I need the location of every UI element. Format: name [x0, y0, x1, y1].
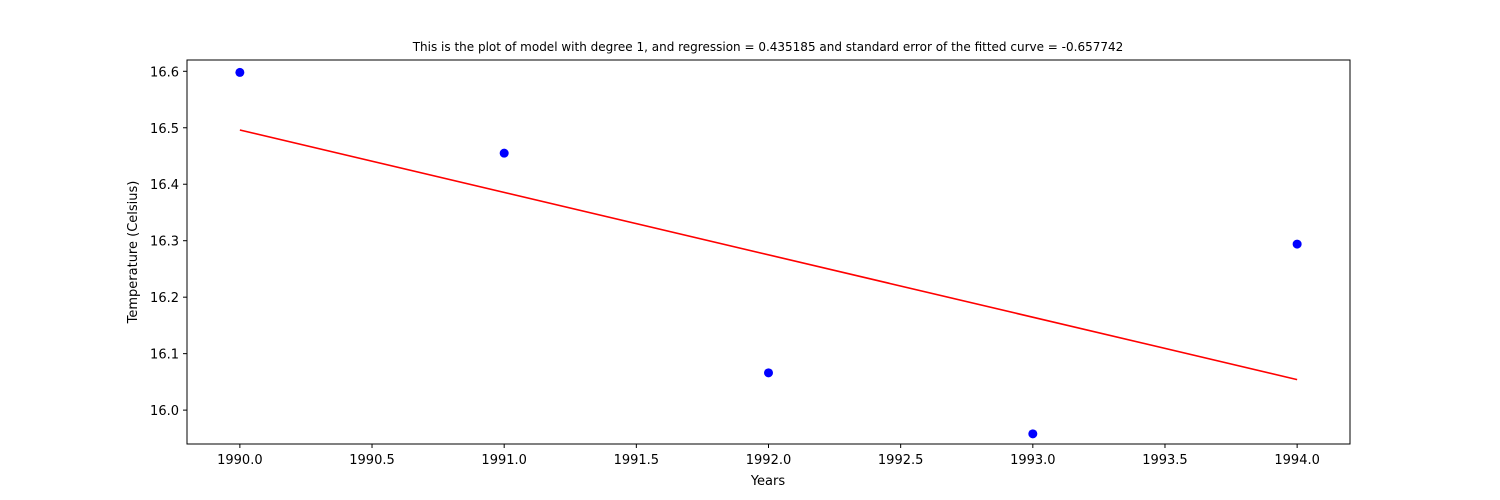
x-tick-label: 1990.5 — [349, 453, 395, 468]
plot-area — [235, 67, 1302, 439]
fitted-line — [239, 129, 1298, 381]
data-point — [235, 67, 245, 77]
y-tick-label: 16.2 — [150, 291, 179, 306]
x-tick-label: 1992.5 — [878, 453, 924, 468]
x-tick-label: 1990.0 — [217, 453, 263, 468]
y-tick-label: 16.1 — [150, 348, 179, 363]
y-tick-label: 16.5 — [150, 122, 179, 137]
y-tick-label: 16.0 — [150, 404, 179, 419]
data-point — [1292, 239, 1302, 249]
data-point — [499, 148, 509, 158]
x-tick-label: 1991.0 — [481, 453, 527, 468]
axes-frame — [186, 59, 1351, 445]
x-axis-label: Years — [750, 474, 786, 489]
y-tick-label: 16.6 — [150, 65, 179, 80]
x-tick-label: 1994.0 — [1274, 453, 1320, 468]
y-tick-label: 16.3 — [150, 235, 179, 250]
data-point — [764, 368, 773, 378]
y-axis-label: Temperature (Celsius) — [126, 181, 141, 325]
x-axis: 1990.0 1990.5 1991.0 1991.5 1992.0 1992.5 1993… — [217, 444, 1320, 468]
chart-title: This is the plot of model with degree 1,… — [412, 40, 1124, 54]
y-tick-label: 16.4 — [150, 178, 179, 193]
x-tick-label: 1993.5 — [1142, 453, 1188, 468]
x-tick-label: 1992.0 — [746, 453, 792, 468]
x-tick-label: 1993.0 — [1010, 453, 1056, 468]
x-tick-label: 1991.5 — [614, 453, 660, 468]
data-point — [1028, 429, 1038, 439]
y-axis: 16.0 16.1 16.2 16.3 16.4 16.5 16.6 — [150, 65, 187, 419]
